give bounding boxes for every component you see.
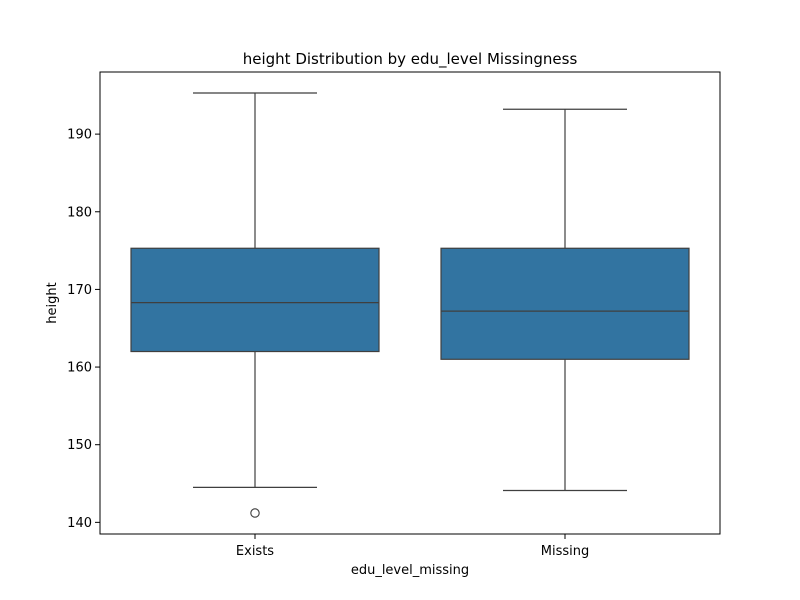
y-tick-label-150: 150 xyxy=(67,438,92,453)
outlier-exists-0 xyxy=(250,508,260,518)
plot-frame xyxy=(99,71,721,535)
box-missing xyxy=(440,247,690,360)
y-tick-label-180: 180 xyxy=(67,205,92,220)
box-exists xyxy=(130,247,380,353)
plot-area: 140 150 160 170 180 190 Exists Missing xyxy=(67,92,690,559)
x-axis-label: edu_level_missing xyxy=(351,563,469,578)
y-tick-label-190: 190 xyxy=(67,128,92,143)
y-tick-label-170: 170 xyxy=(67,283,92,298)
chart-title: height Distribution by edu_level Missing… xyxy=(243,50,578,69)
y-tick-label-140: 140 xyxy=(67,516,92,531)
x-tick-label-exists: Exists xyxy=(236,544,274,559)
y-axis-label: height xyxy=(45,282,60,323)
y-tick-label-160: 160 xyxy=(67,361,92,376)
x-tick-label-missing: Missing xyxy=(541,544,589,559)
